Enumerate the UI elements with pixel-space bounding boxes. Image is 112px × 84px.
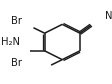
Text: N: N <box>104 10 111 21</box>
Text: Br: Br <box>11 58 22 68</box>
Text: H₂N: H₂N <box>1 37 19 47</box>
Text: Br: Br <box>11 16 22 26</box>
